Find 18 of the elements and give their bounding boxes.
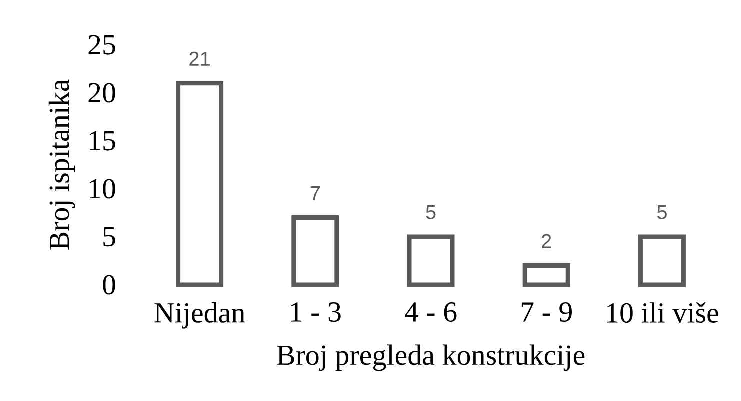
- y-tick-label: 15: [90, 131, 116, 151]
- x-axis-title: Broj pregleda konstrukcije: [277, 344, 585, 372]
- y-tick-label: 10: [90, 179, 116, 199]
- x-tick-label: Nijedan: [154, 302, 246, 329]
- data-label: 5: [426, 205, 436, 220]
- y-tick-label: 25: [88, 35, 116, 55]
- y-tick-label: 0: [103, 275, 116, 295]
- y-axis-title: Broj ispitanika: [48, 80, 76, 250]
- data-label: 21: [190, 52, 210, 66]
- data-label: 7: [310, 186, 320, 200]
- x-tick-label: 4 - 6: [404, 302, 457, 322]
- data-label: 2: [542, 234, 552, 248]
- y-tick-label: 5: [104, 227, 116, 247]
- x-tick-label: 1 - 3: [291, 302, 341, 322]
- y-tick-label: 20: [88, 83, 116, 103]
- x-tick-label: 7 - 9: [522, 302, 572, 322]
- x-tick-label: 10 ili više: [608, 302, 718, 323]
- data-label: 5: [657, 205, 667, 220]
